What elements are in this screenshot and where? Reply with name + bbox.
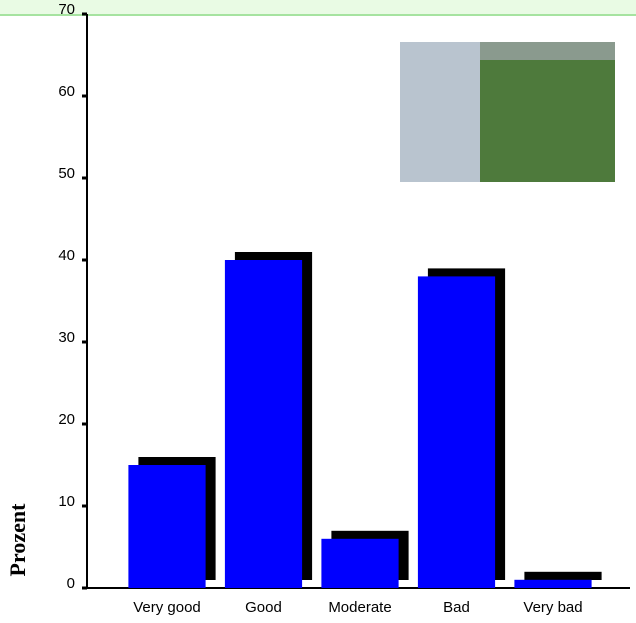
bar-shadow <box>524 571 602 580</box>
y-axis-label: Prozent <box>5 503 30 577</box>
photo-trees <box>480 60 615 182</box>
bar <box>514 579 592 588</box>
x-tick-label: Very bad <box>523 599 582 616</box>
y-tick-label: 40 <box>58 247 75 264</box>
photo-building <box>400 42 480 182</box>
bar <box>417 276 496 588</box>
bar <box>224 260 303 588</box>
x-tick-label: Moderate <box>328 599 391 616</box>
y-tick-label: 20 <box>58 411 75 428</box>
y-tick-label: 60 <box>58 83 75 100</box>
y-tick-label: 10 <box>58 493 75 510</box>
x-tick-label: Good <box>245 599 282 616</box>
y-tick-label: 30 <box>58 329 75 346</box>
bar <box>321 538 399 588</box>
x-tick-label: Bad <box>443 599 470 616</box>
bar <box>128 465 206 588</box>
y-tick-label: 0 <box>67 575 75 592</box>
y-tick-label: 70 <box>58 1 75 18</box>
top-band <box>0 0 636 14</box>
x-tick-label: Very good <box>133 599 201 616</box>
y-tick-label: 50 <box>58 165 75 182</box>
